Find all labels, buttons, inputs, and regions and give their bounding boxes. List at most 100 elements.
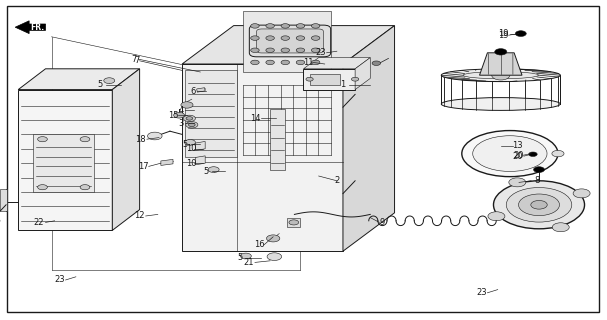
Text: 8: 8 xyxy=(535,176,540,185)
Polygon shape xyxy=(310,74,340,85)
Circle shape xyxy=(509,178,526,187)
Circle shape xyxy=(515,31,526,36)
Text: 12: 12 xyxy=(134,212,145,220)
Circle shape xyxy=(311,48,320,52)
Text: 5: 5 xyxy=(204,167,209,176)
Ellipse shape xyxy=(463,72,538,79)
Text: 10: 10 xyxy=(186,159,197,168)
Polygon shape xyxy=(304,58,370,69)
Circle shape xyxy=(188,123,195,127)
Circle shape xyxy=(148,132,162,140)
Circle shape xyxy=(186,117,192,120)
Circle shape xyxy=(296,36,305,40)
Text: 9: 9 xyxy=(380,218,385,227)
Circle shape xyxy=(534,167,544,172)
Circle shape xyxy=(552,150,564,157)
Circle shape xyxy=(186,122,198,128)
Circle shape xyxy=(306,77,313,81)
Circle shape xyxy=(351,77,359,81)
Circle shape xyxy=(80,185,90,190)
Circle shape xyxy=(181,102,193,108)
Text: 1: 1 xyxy=(341,80,345,89)
Text: 23: 23 xyxy=(476,288,487,297)
Circle shape xyxy=(174,112,185,118)
Text: 23: 23 xyxy=(54,276,65,284)
Circle shape xyxy=(38,137,47,142)
Ellipse shape xyxy=(441,69,560,82)
Text: 14: 14 xyxy=(249,114,260,123)
Circle shape xyxy=(281,24,290,28)
Ellipse shape xyxy=(441,98,560,110)
Text: FR.: FR. xyxy=(30,23,45,32)
Text: 7: 7 xyxy=(134,56,139,65)
Circle shape xyxy=(311,24,320,28)
Text: 7: 7 xyxy=(132,55,137,64)
Text: 13: 13 xyxy=(512,141,523,150)
Circle shape xyxy=(518,194,560,216)
Circle shape xyxy=(104,78,115,84)
Text: 23: 23 xyxy=(315,48,326,57)
Circle shape xyxy=(552,223,569,232)
Polygon shape xyxy=(15,21,46,34)
Bar xyxy=(0,189,7,211)
Text: 10: 10 xyxy=(186,144,197,153)
Text: 19: 19 xyxy=(498,29,509,38)
Text: 11: 11 xyxy=(303,58,314,67)
Polygon shape xyxy=(182,26,395,64)
Text: 20: 20 xyxy=(514,151,524,160)
Text: 6: 6 xyxy=(191,87,195,96)
Text: 16: 16 xyxy=(254,240,265,249)
Circle shape xyxy=(266,48,274,52)
Circle shape xyxy=(493,181,585,229)
FancyBboxPatch shape xyxy=(249,25,331,57)
Circle shape xyxy=(281,60,290,65)
Polygon shape xyxy=(182,64,343,251)
Circle shape xyxy=(372,61,381,66)
Circle shape xyxy=(289,220,299,225)
Ellipse shape xyxy=(462,131,558,177)
Polygon shape xyxy=(112,69,140,230)
Text: 5: 5 xyxy=(237,253,242,262)
Bar xyxy=(243,11,331,72)
Polygon shape xyxy=(18,69,140,90)
Circle shape xyxy=(251,24,259,28)
Circle shape xyxy=(296,60,305,65)
Polygon shape xyxy=(161,159,173,165)
Circle shape xyxy=(311,36,320,40)
Circle shape xyxy=(183,115,195,122)
Circle shape xyxy=(492,70,510,80)
Polygon shape xyxy=(355,58,370,90)
Circle shape xyxy=(266,24,274,28)
Circle shape xyxy=(185,140,195,145)
Polygon shape xyxy=(197,88,205,92)
Circle shape xyxy=(531,200,547,209)
Text: 22: 22 xyxy=(33,218,44,227)
Text: 5: 5 xyxy=(98,80,103,89)
Circle shape xyxy=(281,36,290,40)
Circle shape xyxy=(529,152,537,156)
Polygon shape xyxy=(18,90,112,230)
Text: 18: 18 xyxy=(135,135,146,144)
Bar xyxy=(287,218,300,227)
Circle shape xyxy=(267,253,282,260)
FancyBboxPatch shape xyxy=(257,29,324,53)
Text: 15: 15 xyxy=(168,111,179,120)
Circle shape xyxy=(80,137,90,142)
Circle shape xyxy=(506,188,572,222)
Circle shape xyxy=(495,49,507,55)
Bar xyxy=(185,70,237,157)
Text: 5: 5 xyxy=(183,140,188,148)
Text: 4: 4 xyxy=(178,106,183,115)
Circle shape xyxy=(296,48,305,52)
Circle shape xyxy=(251,60,259,65)
Circle shape xyxy=(266,235,280,242)
Polygon shape xyxy=(480,53,522,75)
Circle shape xyxy=(208,167,219,172)
Text: 17: 17 xyxy=(138,162,149,171)
Ellipse shape xyxy=(473,136,547,172)
Circle shape xyxy=(488,212,505,221)
Polygon shape xyxy=(195,156,205,165)
Circle shape xyxy=(296,24,305,28)
Text: 20: 20 xyxy=(512,152,523,161)
Text: 21: 21 xyxy=(243,258,254,267)
